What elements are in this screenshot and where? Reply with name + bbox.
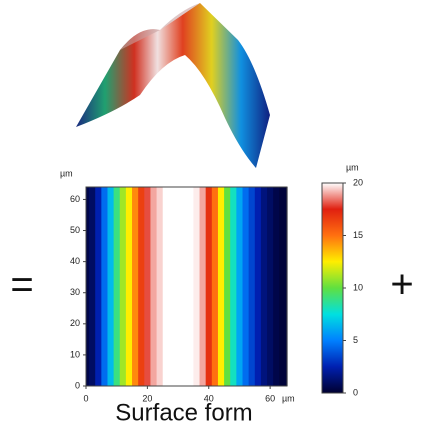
colorbar-unit: µm [346, 162, 359, 172]
colorbar-tick-label: 15 [353, 230, 363, 240]
colorbar-tick-label: 10 [353, 282, 363, 292]
heat-column [150, 187, 158, 386]
heat-column [242, 187, 250, 386]
heat-column [254, 187, 262, 386]
colorbar-tick-label: 5 [353, 335, 358, 345]
heat-column [217, 187, 225, 386]
heat-column [273, 187, 280, 386]
heat-column [95, 187, 102, 386]
heat-column [138, 187, 145, 386]
y-tick-label: 0 [75, 380, 80, 390]
heat-column [119, 187, 127, 386]
heat-column [236, 187, 244, 386]
surface-ridge [120, 3, 200, 50]
heat-column [248, 187, 256, 386]
y-tick-label: 60 [70, 194, 80, 204]
heat-column [230, 187, 237, 386]
heat-column [260, 187, 268, 386]
y-unit: µm [60, 168, 73, 178]
y-tick-label: 30 [70, 287, 80, 297]
y-tick-label: 10 [70, 349, 80, 359]
x-unit: µm [282, 393, 295, 403]
heat-column [224, 187, 231, 386]
heat-column [107, 187, 115, 386]
x-tick-label: 20 [142, 393, 152, 403]
x-tick-label: 60 [265, 393, 275, 403]
colorbar-tick-label: 20 [353, 177, 363, 187]
y-tick-label: 50 [70, 225, 80, 235]
caption: Surface form [115, 399, 252, 426]
y-tick-label: 20 [70, 318, 80, 328]
colorbar-tick-label: 0 [353, 387, 358, 397]
y-tick-label: 40 [70, 256, 80, 266]
plus-sign: + [390, 263, 413, 307]
colorbar [321, 182, 344, 394]
heat-column [193, 187, 201, 386]
heat-column [156, 187, 164, 386]
heat-column [125, 187, 133, 386]
heat-column [279, 187, 288, 386]
heat-column [86, 187, 90, 386]
x-tick-label: 0 [83, 393, 88, 403]
heat-column [144, 187, 152, 386]
heat-column [168, 187, 176, 386]
heat-column [205, 187, 213, 386]
heat-column [199, 187, 207, 386]
heat-column [162, 187, 170, 386]
heat-column [174, 187, 182, 386]
heat-column [181, 187, 188, 386]
heat-column [132, 187, 139, 386]
heat-column [187, 187, 195, 386]
surface-3d [76, 3, 270, 168]
heat-column [211, 187, 219, 386]
heat-column [267, 187, 274, 386]
plot-frame [85, 186, 288, 387]
heat-column [101, 187, 109, 386]
heat-column [113, 187, 121, 386]
heat-column [89, 187, 96, 386]
equals-sign: = [10, 263, 33, 307]
x-tick-label: 40 [204, 393, 214, 403]
